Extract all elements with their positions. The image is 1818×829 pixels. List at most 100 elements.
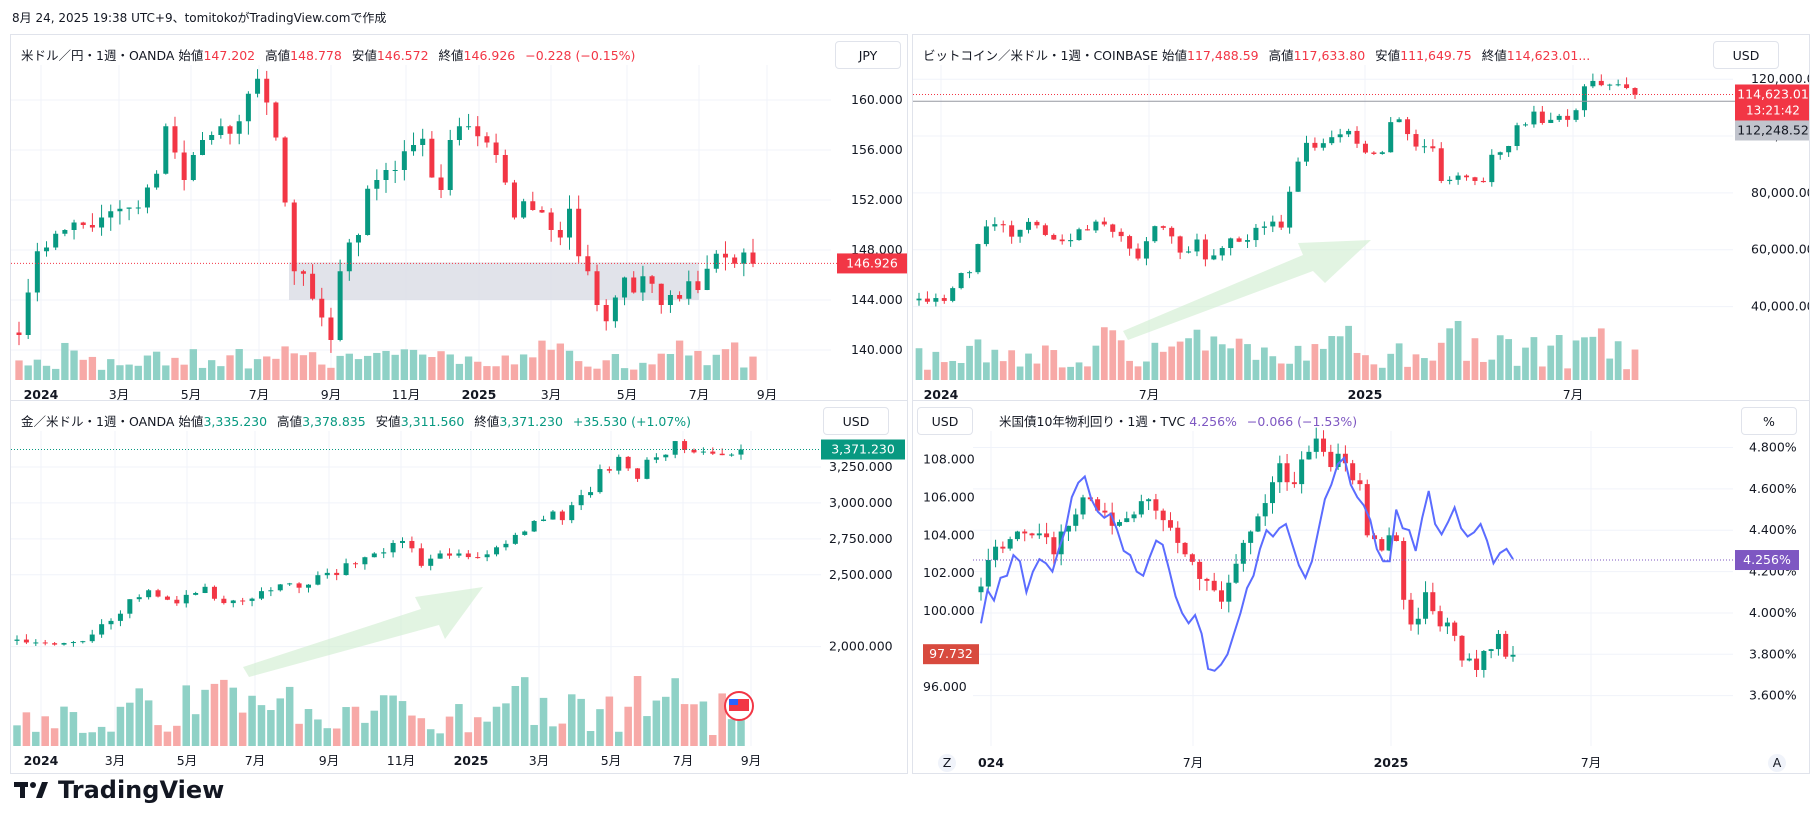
btcusd-candle-body bbox=[1160, 226, 1166, 228]
xauusd-volume-bar bbox=[671, 678, 679, 746]
btcusd-volume-bar bbox=[1260, 347, 1268, 380]
xauusd-volume-bar bbox=[652, 700, 661, 746]
btcusd-volume-bar bbox=[915, 348, 923, 380]
btcusd-candle-body bbox=[1127, 236, 1133, 249]
us10y-right-tag-text: 4.256% bbox=[1743, 552, 1791, 567]
btcusd-candle-body bbox=[1624, 84, 1630, 89]
chart-panel-xauusd[interactable]: 3,250.000 3,000.000 2,750.000 2,500.000 2,00… bbox=[10, 400, 908, 774]
btcusd-candle-body bbox=[1101, 221, 1107, 225]
usdjpy-volume-bar bbox=[657, 353, 665, 380]
usdjpy-x-tick-label: 5月 bbox=[617, 387, 637, 402]
btcusd-candle-body bbox=[941, 298, 947, 301]
usdjpy-volume-bar bbox=[428, 357, 436, 380]
usdjpy-candle-body bbox=[539, 210, 545, 213]
usdjpy-volume-bar bbox=[189, 349, 197, 380]
btcusd-candle-body bbox=[1143, 241, 1149, 259]
btcusd-volume-bar bbox=[1614, 341, 1622, 380]
us10y-dxy-candle-body bbox=[1051, 537, 1057, 555]
btcusd-candle-body bbox=[1329, 137, 1335, 144]
us10y-dxy-candle-body bbox=[1182, 542, 1188, 555]
usdjpy-candle-body bbox=[493, 142, 499, 155]
currency-button-usd[interactable]: USD bbox=[1713, 41, 1779, 69]
xauusd-candle-body bbox=[531, 520, 537, 532]
btcusd-volume-bar bbox=[1429, 360, 1437, 380]
btcusd-x-tick-label: 7月 bbox=[1139, 387, 1159, 402]
usdjpy-volume-bar bbox=[281, 346, 289, 380]
btcusd-candle-body bbox=[983, 226, 989, 245]
us10y-dxy-candle-body bbox=[1393, 535, 1399, 541]
xauusd-volume-bar bbox=[88, 732, 96, 746]
us10y-chart[interactable]: 108.000 106.000 104.000 102.000 100.000 96.00… bbox=[913, 401, 1810, 774]
xauusd-volume-bar bbox=[680, 704, 689, 746]
xauusd-candle-body bbox=[512, 534, 518, 544]
chart-panel-us10y[interactable]: 108.000 106.000 104.000 102.000 100.000 96.00… bbox=[912, 400, 1810, 774]
btcusd-candle-body bbox=[916, 298, 922, 301]
chart-panel-usdjpy[interactable]: 160.000 156.000 152.000 148.000 144.000 140.0… bbox=[10, 34, 908, 408]
btcusd-candle-body bbox=[1026, 221, 1032, 230]
btcusd-candle-body bbox=[1211, 255, 1217, 260]
btcusd-candle-body bbox=[1548, 119, 1554, 123]
btcusd-candle-body bbox=[1615, 84, 1621, 86]
btcusd-candle-body bbox=[967, 272, 973, 274]
usdjpy-candle-body bbox=[622, 277, 628, 298]
btcusd-y-tick-label: 120,000.00 bbox=[1751, 71, 1810, 86]
usdjpy-chart[interactable]: 160.000 156.000 152.000 148.000 144.000 140.0… bbox=[11, 35, 908, 408]
currency-button-jpy[interactable]: JPY bbox=[835, 41, 901, 69]
usdjpy-candle-body bbox=[99, 217, 105, 228]
xauusd-candle-body bbox=[719, 453, 725, 456]
usdjpy-volume-bar bbox=[630, 369, 638, 380]
btcusd-title: ビットコイン／米ドル・1週・COINBASE 始値117,488.59 高値11… bbox=[923, 48, 1591, 63]
tradingview-logo[interactable]: TradingView bbox=[14, 776, 224, 804]
btcusd-candle-body bbox=[1245, 240, 1251, 242]
xauusd-y-tick-label: 2,750.000 bbox=[829, 531, 893, 546]
btcusd-candle-body bbox=[1228, 238, 1234, 249]
xauusd-chart[interactable]: 3,250.000 3,000.000 2,750.000 2,500.000 2,00… bbox=[11, 401, 908, 774]
xauusd-candle-body bbox=[653, 457, 659, 460]
btcusd-candle-body bbox=[1430, 146, 1436, 149]
usdjpy-volume-bar bbox=[703, 365, 711, 380]
usdjpy-volume-bar bbox=[584, 366, 592, 380]
btcusd-volume-bar bbox=[1463, 360, 1470, 380]
us10y-dxy-candle-body bbox=[1153, 499, 1159, 511]
usdjpy-candle-body bbox=[521, 201, 527, 218]
btcusd-candle-body bbox=[1270, 221, 1276, 227]
usdjpy-candle-body bbox=[530, 201, 536, 210]
btcusd-candle-body bbox=[1590, 80, 1596, 87]
xauusd-candle-body bbox=[42, 642, 48, 644]
percent-unit-button[interactable]: % bbox=[1741, 407, 1797, 435]
xauusd-y-tick-label: 3,000.000 bbox=[829, 495, 893, 510]
xauusd-volume-bar bbox=[135, 688, 143, 746]
btcusd-volume-bar bbox=[1395, 343, 1403, 380]
us10y-dxy-candle-body bbox=[1474, 658, 1480, 670]
usdjpy-volume-bar bbox=[125, 364, 133, 380]
us10y-left-y-tick-label: 108.000 bbox=[923, 451, 975, 466]
xauusd-candle-body bbox=[475, 557, 481, 559]
left-currency-button[interactable]: USD bbox=[917, 407, 973, 435]
xauusd-candle-body bbox=[428, 558, 434, 566]
usdjpy-candle-body bbox=[466, 126, 472, 128]
xauusd-volume-bar bbox=[464, 732, 473, 746]
xauusd-candle-body bbox=[559, 511, 565, 521]
xauusd-candle-body bbox=[240, 600, 246, 602]
us10y-dxy-candle-body bbox=[1277, 463, 1283, 483]
btcusd-chart[interactable]: 120,000.00100,000.0080,000.0060,000.0040… bbox=[913, 35, 1810, 408]
btcusd-candle-body bbox=[1303, 142, 1309, 162]
btcusd-volume-bar bbox=[1067, 366, 1074, 380]
usdjpy-volume-bar bbox=[740, 367, 748, 380]
xauusd-volume-bar bbox=[229, 687, 238, 746]
usdjpy-volume-bar bbox=[198, 367, 207, 380]
btcusd-volume-bar bbox=[1143, 361, 1150, 380]
usdjpy-volume-bar bbox=[363, 355, 372, 380]
btcusd-candle-body bbox=[1447, 179, 1453, 181]
xauusd-candle-body bbox=[211, 586, 217, 599]
currency-button-usd[interactable]: USD bbox=[823, 407, 889, 435]
btcusd-candle-body bbox=[1598, 80, 1604, 86]
xauusd-candle-body bbox=[268, 590, 274, 592]
xauusd-candle-body bbox=[343, 563, 349, 576]
btcusd-candle-body bbox=[1009, 225, 1015, 237]
chart-panel-btcusd[interactable]: 120,000.00100,000.0080,000.0060,000.0040… bbox=[912, 34, 1810, 408]
us10y-dxy-candle-body bbox=[1116, 522, 1122, 526]
us10y-dxy-candle-body bbox=[1306, 451, 1312, 460]
us10y-right-y-tick-label: 4.600% bbox=[1749, 481, 1797, 496]
usdjpy-candle-body bbox=[732, 257, 738, 264]
